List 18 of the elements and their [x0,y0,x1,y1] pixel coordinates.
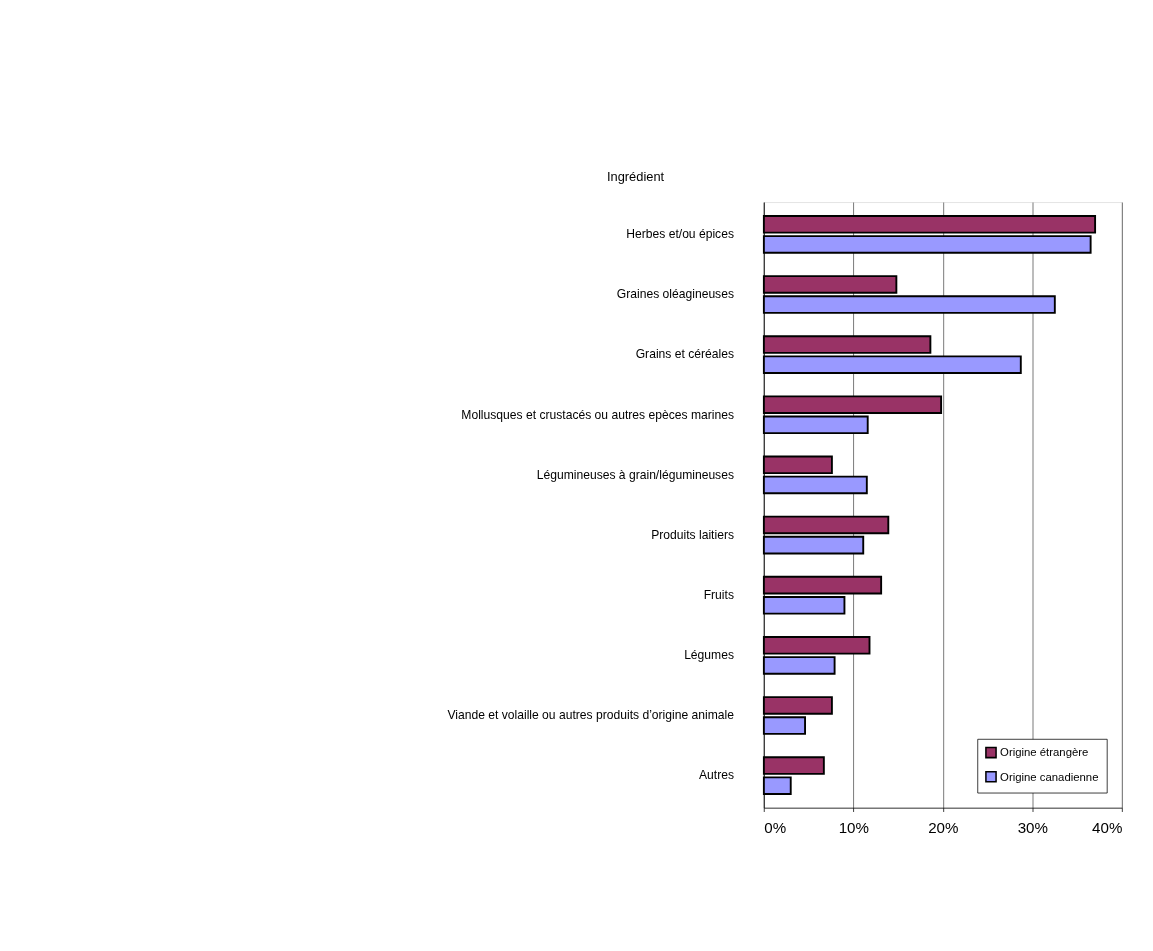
x-tick-label: 40% [1092,819,1123,837]
y-tick-label: Légumes [684,648,734,663]
y-tick-label: Grains et céréales [635,347,734,362]
y-tick-label: Autres [698,768,734,783]
x-tick-label: 10% [838,819,869,837]
y-axis-title: Ingrédient [606,168,665,184]
y-tick-label: Herbes et/ou épices [626,227,734,242]
x-tick-label: 20% [928,819,959,837]
y-tick-label: Fruits [703,587,734,602]
x-tick-label: 0% [764,819,787,837]
y-tick-label: Légumineuses à grain/légumineuses [536,467,734,482]
legend-label: Origine canadienne [1000,770,1099,783]
y-tick-label: Viande et volaille ou autres produits d’origine animale [447,708,735,723]
y-tick-label: Produits laitiers [651,527,734,542]
y-tick-label: Graines oléagineuses [616,287,734,302]
legend-label: Origine étrangère [1000,746,1089,759]
y-tick-label: Mollusques et crustacés ou autres epèces marines [461,407,734,422]
x-tick-label: 30% [1017,819,1048,837]
